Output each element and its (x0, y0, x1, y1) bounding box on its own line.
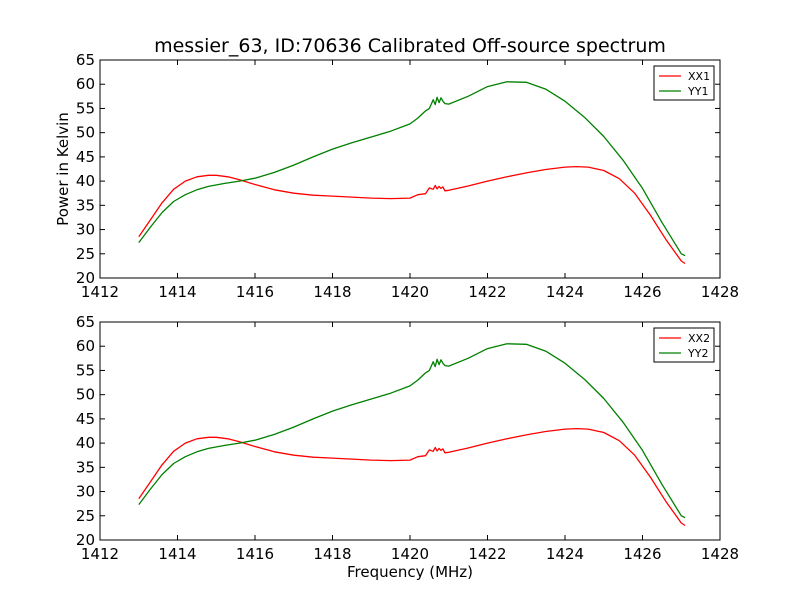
x-tick-label: 1426 (623, 283, 661, 301)
y-axis-label: Power in Kelvin (54, 112, 72, 226)
series-line-xx2 (138, 427, 686, 527)
legend-label-yy2: YY2 (687, 347, 708, 360)
legend-label-xx2: XX2 (688, 332, 710, 345)
y-tick-label: 45 (76, 148, 95, 166)
y-tick-label: 50 (76, 124, 95, 142)
x-tick-label: 1418 (313, 545, 351, 563)
y-tick-label: 65 (76, 51, 95, 69)
x-tick-label: 1428 (701, 545, 739, 563)
series-line-xx1 (138, 165, 686, 265)
y-tick-label: 40 (76, 172, 95, 190)
x-tick-label: 1416 (236, 545, 274, 563)
y-tick-label: 35 (76, 458, 95, 476)
x-tick-label: 1418 (313, 283, 351, 301)
series-line-yy1 (138, 81, 686, 257)
y-tick-label: 20 (76, 531, 95, 549)
x-tick-label: 1416 (236, 283, 274, 301)
y-tick-label: 40 (76, 434, 95, 452)
legend-label-xx1: XX1 (688, 70, 710, 83)
chart-title: messier_63, ID:70636 Calibrated Off-sour… (154, 35, 666, 57)
y-tick-label: 30 (76, 483, 95, 501)
plot-frame (99, 321, 721, 541)
x-tick-label: 1426 (623, 545, 661, 563)
x-tick-label: 1424 (546, 545, 584, 563)
y-tick-label: 30 (76, 221, 95, 239)
x-tick-label: 1420 (391, 283, 429, 301)
legend-label-yy1: YY1 (687, 85, 708, 98)
plot-frame (99, 59, 721, 279)
y-tick-label: 50 (76, 386, 95, 404)
chart-panel-1: 1412 1414 1416 1418 1420 1422 1424 1426 1428 20 25… (54, 35, 739, 301)
y-tick-label: 65 (76, 313, 95, 331)
legend-box (653, 65, 715, 101)
y-tick-label: 25 (76, 245, 95, 263)
y-tick-label: 45 (76, 410, 95, 428)
y-tick-label: 60 (76, 337, 95, 355)
x-tick-label: 1424 (546, 283, 584, 301)
x-tick-label: 1412 (81, 545, 119, 563)
series-line-yy2 (138, 343, 686, 519)
y-tick-label: 60 (76, 75, 95, 93)
y-tick-label: 20 (76, 269, 95, 287)
legend-box (653, 327, 715, 363)
x-tick-label: 1414 (158, 283, 196, 301)
x-tick-label: 1412 (81, 283, 119, 301)
y-tick-label: 55 (76, 361, 95, 379)
x-axis-label: Frequency (MHz) (347, 563, 473, 581)
y-tick-label: 25 (76, 507, 95, 525)
y-tick-label: 35 (76, 196, 95, 214)
x-tick-label: 1422 (468, 283, 506, 301)
x-tick-label: 1414 (158, 545, 196, 563)
chart-panel-2: 1412 1414 1416 1418 1420 1422 1424 1426 1428 20 25… (76, 313, 739, 581)
y-tick-label: 55 (76, 99, 95, 117)
x-tick-label: 1428 (701, 283, 739, 301)
x-tick-label: 1420 (391, 545, 429, 563)
x-tick-label: 1422 (468, 545, 506, 563)
